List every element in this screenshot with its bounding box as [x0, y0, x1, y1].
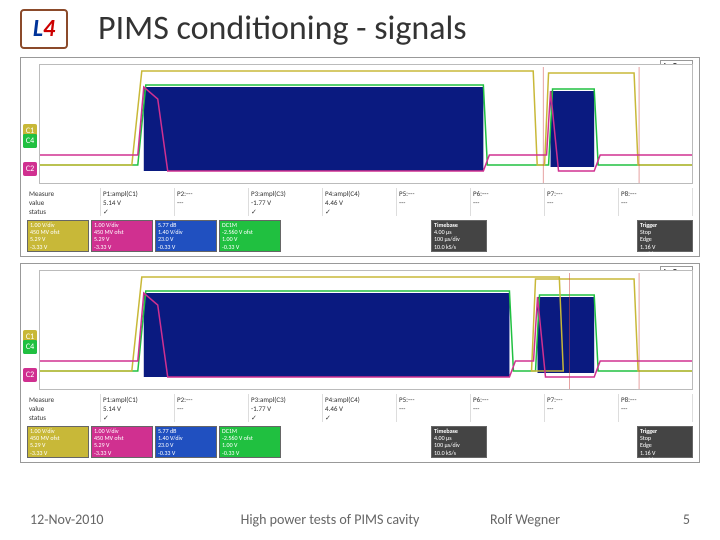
channel-indicator: C4	[23, 134, 37, 148]
footer-author: Rolf Wegner	[490, 511, 650, 528]
channel-indicator: C2	[23, 368, 37, 382]
measure-column: P5:------	[397, 188, 471, 216]
channel-settings-box: 1.00 V/div450 MV ofst5.29 V-3.33 V	[27, 220, 89, 252]
footer-date: 12-Nov-2010	[30, 511, 170, 528]
waveform-svg-1	[40, 65, 692, 183]
settings-bar-2: 1.00 V/div450 MV ofst5.29 V-3.33 V1.00 V…	[27, 426, 693, 458]
measure-column: P8:------	[619, 188, 693, 216]
settings-bar-1: 1.00 V/div450 MV ofst5.29 V-3.33 V1.00 V…	[27, 220, 693, 252]
trigger-box: TriggerStopEdge1.16 VPositive	[637, 220, 693, 252]
measure-column: P7:------	[545, 394, 619, 422]
slide-title: PIMS conditioning - signals	[98, 8, 467, 49]
measure-column: Measurevaluestatus	[27, 188, 101, 216]
timebase-box: Timebase4.00 μs100 μs/div10.0 kS/s	[431, 220, 487, 252]
measure-column: P3:ampl(C3)-1.77 V✓	[249, 394, 323, 422]
l4-logo: L4	[20, 9, 68, 49]
channel-indicator: C4	[23, 340, 37, 354]
channel-settings-box: 1.00 V/div450 MV ofst5.29 V-3.33 V	[91, 220, 153, 252]
oscilloscope-screenshot-2: LeCroy MeasurevaluestatusP1:ampl(C1)5.14…	[20, 263, 700, 463]
slide-footer: 12-Nov-2010 High power tests of PIMS cav…	[0, 511, 720, 528]
measure-column: P4:ampl(C4)4.46 V✓	[323, 394, 397, 422]
logo-text: L4	[33, 14, 55, 43]
waveform-svg-2	[40, 271, 692, 389]
channel-settings-box: DC1M-2.560 V ofst1.00 V-0.33 V	[219, 426, 281, 458]
timebase-box: Timebase4.00 μs100 μs/div10.0 kS/s	[431, 426, 487, 458]
waveform-region-1	[39, 64, 693, 184]
measure-column: P3:ampl(C3)-1.77 V✓	[249, 188, 323, 216]
measure-column: P2:------	[175, 188, 249, 216]
channel-indicator: C2	[23, 162, 37, 176]
channel-settings-box: 5.77 dB1.40 V/div23.0 V-0.33 V	[155, 220, 217, 252]
footer-title: High power tests of PIMS cavity	[170, 511, 490, 528]
logo-l: L	[33, 14, 43, 43]
footer-page: 5	[650, 511, 690, 528]
measure-column: P5:------	[397, 394, 471, 422]
channel-settings-box: DC1M-2.560 V ofst1.00 V-0.33 V	[219, 220, 281, 252]
scope-area: LeCroy MeasurevaluestatusP1:ampl(C1)5.14…	[0, 53, 720, 473]
measure-column: Measurevaluestatus	[27, 394, 101, 422]
measure-column: P8:------	[619, 394, 693, 422]
measure-column: P2:------	[175, 394, 249, 422]
measure-column: P1:ampl(C1)5.14 V✓	[101, 394, 175, 422]
channel-settings-box: 1.00 V/div450 MV ofst5.29 V-3.33 V	[27, 426, 89, 458]
measure-area-1: MeasurevaluestatusP1:ampl(C1)5.14 V✓P2:-…	[27, 188, 693, 216]
logo-4: 4	[43, 14, 55, 43]
measure-column: P4:ampl(C4)4.46 V✓	[323, 188, 397, 216]
measure-column: P1:ampl(C1)5.14 V✓	[101, 188, 175, 216]
measure-area-2: MeasurevaluestatusP1:ampl(C1)5.14 V✓P2:-…	[27, 394, 693, 422]
trigger-box: TriggerStopEdge1.16 VPositive	[637, 426, 693, 458]
channel-settings-box: 5.77 dB1.40 V/div23.0 V-0.33 V	[155, 426, 217, 458]
measure-column: P7:------	[545, 188, 619, 216]
slide-header: L4 PIMS conditioning - signals	[0, 0, 720, 53]
measure-column: P6:------	[471, 394, 545, 422]
oscilloscope-screenshot-1: LeCroy MeasurevaluestatusP1:ampl(C1)5.14…	[20, 57, 700, 257]
measure-column: P6:------	[471, 188, 545, 216]
waveform-region-2	[39, 270, 693, 390]
channel-settings-box: 1.00 V/div450 MV ofst5.29 V-3.33 V	[91, 426, 153, 458]
